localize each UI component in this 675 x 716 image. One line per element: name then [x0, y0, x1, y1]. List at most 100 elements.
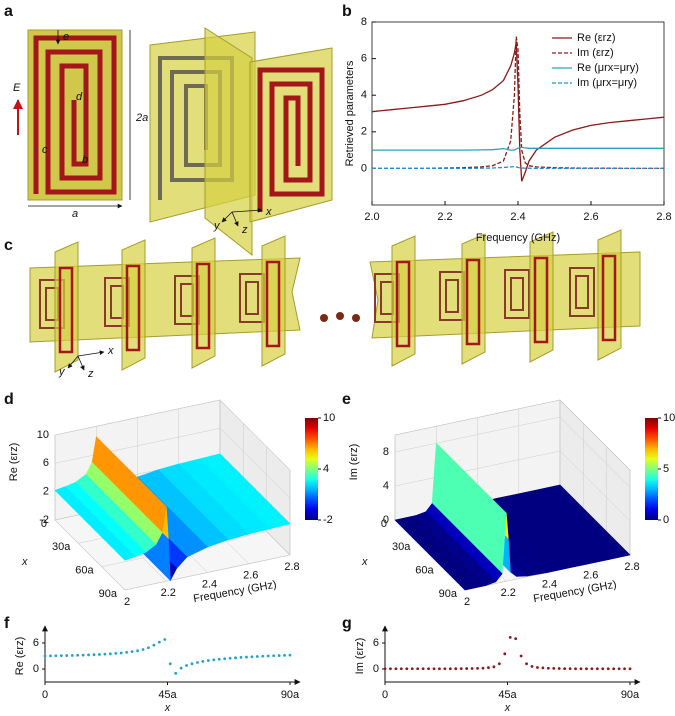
x-tick-label: 45a: [158, 689, 177, 701]
dimension-label: b: [82, 154, 88, 166]
data-point: [114, 652, 118, 655]
data-point: [432, 667, 436, 671]
data-point: [514, 637, 518, 641]
y-tick-label: 4: [361, 89, 367, 101]
data-point: [141, 648, 145, 651]
data-point: [266, 654, 270, 658]
x-tick-label: 2.8: [656, 211, 671, 223]
panel-label: g: [342, 615, 352, 632]
data-point: [487, 666, 490, 670]
vertical-plates: [54, 229, 622, 373]
series-line: [372, 165, 664, 170]
data-point: [612, 667, 616, 671]
data-point: [448, 667, 452, 671]
x-tick-label: 2.6: [243, 570, 258, 582]
data-point: [628, 667, 632, 671]
panel-label: d: [4, 391, 14, 408]
axis-arrow: [77, 355, 85, 371]
crossed-plates: y z x: [149, 27, 333, 257]
data-point: [595, 667, 599, 671]
dimension-label: c: [42, 144, 48, 156]
y-tick-label: 0: [373, 663, 379, 675]
data-point: [49, 654, 52, 658]
axis-label: x: [107, 345, 114, 357]
y-tick-label: 0: [381, 518, 387, 530]
data-point: [459, 667, 463, 671]
surface-patch: [394, 517, 476, 591]
axis-label: z: [87, 368, 94, 380]
data-point: [416, 667, 420, 671]
y-axis-label: x: [361, 556, 368, 568]
data-point: [623, 667, 626, 671]
y-tick-label: 0: [33, 663, 39, 675]
data-point: [217, 657, 221, 661]
x-tick-label: 2.8: [624, 561, 639, 573]
data-point: [92, 653, 96, 657]
data-point: [108, 652, 112, 656]
data-point: [405, 667, 409, 671]
unit-cell: e E d 2a c b a: [13, 29, 148, 220]
y-tick-label: 60a: [415, 565, 434, 577]
y-tick-label: 0: [361, 162, 367, 174]
x-tick-label: 2: [464, 596, 470, 608]
z-axis-label: Re (εrz): [8, 443, 20, 482]
x-tick-label: 2.8: [284, 561, 299, 573]
legend-label: Im (μrx=μry): [577, 77, 637, 89]
axis-arrow: [231, 207, 263, 213]
data-point: [152, 643, 156, 647]
y-tick-label: 6: [361, 53, 367, 65]
data-point: [196, 661, 199, 664]
data-point: [272, 654, 276, 658]
dimension-label: e: [63, 31, 69, 43]
data-point: [255, 655, 259, 658]
data-point: [119, 651, 123, 655]
plate: [204, 27, 253, 257]
data-point: [277, 654, 281, 657]
z-tick-label: 4: [383, 480, 389, 492]
data-point: [541, 666, 545, 670]
x-axis-label: x: [504, 702, 511, 714]
data-point: [147, 646, 150, 650]
resonator: [257, 67, 325, 212]
data-point: [585, 667, 588, 671]
x-tick-label: 0: [382, 689, 388, 701]
data-point: [81, 653, 85, 657]
axis-arrow: [67, 355, 79, 369]
ellipsis-dot: [320, 314, 328, 322]
data-point: [206, 659, 210, 662]
resonator: [33, 35, 117, 195]
axis-arrow: [221, 211, 233, 223]
data-point: [410, 667, 414, 671]
data-point: [563, 667, 567, 671]
data-point: [70, 654, 74, 657]
x-tick-label: 90a: [281, 689, 300, 701]
x-tick-label: 2.2: [161, 587, 176, 599]
grid-line: [124, 470, 291, 591]
axis-label: x: [265, 206, 272, 218]
data-point: [98, 653, 101, 656]
data-point: [476, 666, 479, 670]
series-line: [372, 146, 664, 151]
y-tick-label: 90a: [439, 588, 458, 600]
data-point: [421, 667, 425, 671]
z-tick-label: 6: [43, 457, 49, 469]
data-point: [508, 635, 512, 639]
data-point: [606, 667, 610, 671]
data-point: [76, 653, 80, 657]
data-point: [438, 667, 441, 671]
y-tick-label: 60a: [75, 565, 94, 577]
data-point: [383, 667, 387, 671]
x-tick-label: 2.2: [437, 211, 452, 223]
series-line: [371, 41, 665, 182]
surface-patch: [54, 486, 136, 561]
data-point: [536, 666, 539, 669]
x-tick-label: 2.0: [364, 211, 379, 223]
panel-label: b: [342, 3, 352, 20]
dimension-label: d: [76, 91, 83, 103]
data-point: [557, 667, 561, 670]
z-tick-label: 0: [383, 514, 389, 526]
y-axis-label: Re (εrz): [14, 637, 26, 676]
colorbar: [645, 418, 658, 520]
y-tick-label: 6: [373, 637, 379, 649]
